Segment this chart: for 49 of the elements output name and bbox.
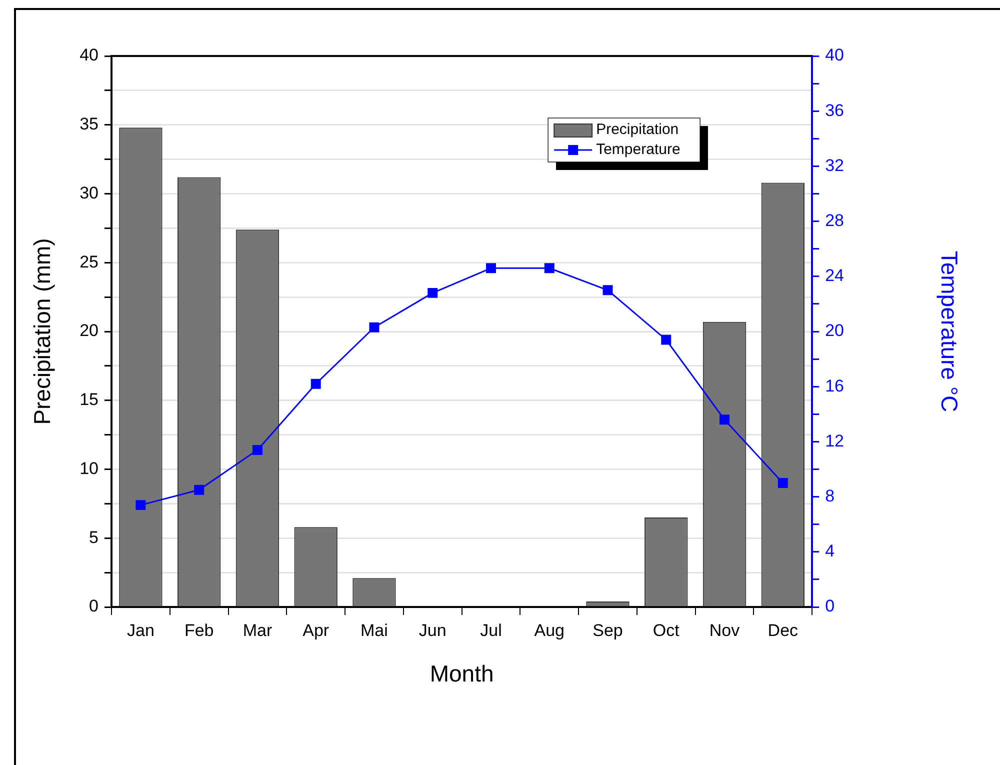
y-tick-label: 20: [80, 321, 99, 340]
point: [428, 288, 438, 298]
x-tick-label: Apr: [302, 620, 330, 640]
x-tick-label: Aug: [534, 620, 564, 640]
y2-tick-label: 36: [825, 100, 844, 120]
point: [661, 334, 672, 345]
y-tick-label: 25: [80, 252, 99, 272]
point: [778, 478, 788, 488]
y-tick-label: 30: [80, 183, 99, 202]
x-tick-label: Mar: [242, 620, 272, 640]
y2-axis-title: Temperature °C: [936, 250, 963, 412]
point: [720, 414, 730, 425]
y2-tick-label: 4: [825, 542, 835, 561]
point: [252, 444, 262, 455]
x-tick-label: Feb: [184, 620, 214, 640]
y2-tick-label: 24: [825, 266, 844, 286]
y-tick-label: 5: [89, 528, 99, 547]
point: [310, 378, 321, 389]
y2-tick-label: 8: [825, 486, 835, 506]
y2-tick-label: 0: [825, 596, 835, 616]
x-tick-label: Oct: [652, 620, 680, 640]
x-tick-label: Jul: [480, 620, 502, 640]
y-tick-label: 0: [89, 596, 99, 616]
point: [602, 285, 613, 296]
x-axis-title: Month: [430, 660, 494, 687]
x-tick-label: Mai: [360, 620, 388, 640]
y-tick-label: 15: [80, 390, 99, 410]
y-tick-label: 10: [80, 458, 99, 478]
point: [369, 322, 380, 332]
y-tick-label: 35: [80, 114, 99, 134]
x-tick-label: Dec: [768, 620, 799, 640]
x-tick-label: Sep: [592, 620, 623, 640]
y2-tick-label: 12: [825, 431, 844, 450]
y-tick-label: 40: [80, 46, 99, 65]
point: [194, 484, 204, 495]
legend-label: Precipitation: [596, 121, 679, 138]
legend-label: Temperature: [596, 141, 680, 158]
x-tick-label: Jan: [126, 620, 154, 640]
y2-tick-label: 20: [825, 321, 844, 340]
x-tick-label: Jun: [418, 620, 446, 640]
point: [136, 500, 146, 510]
y2-tick-label: 28: [825, 210, 844, 230]
y-axis-title: Precipitation (mm): [29, 238, 56, 425]
y2-tick-label: 16: [825, 376, 844, 396]
y2-tick-label: 32: [825, 156, 844, 175]
x-tick-label: Nov: [709, 620, 740, 640]
point: [486, 263, 496, 274]
y2-tick-label: 40: [825, 46, 844, 65]
point: [544, 263, 554, 274]
